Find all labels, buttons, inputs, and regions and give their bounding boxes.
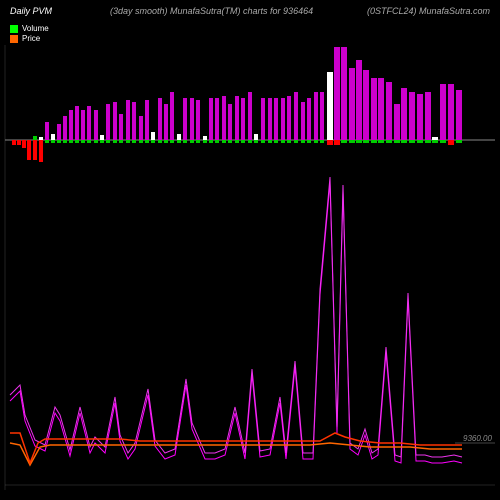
chart-header: Daily PVM (3day smooth) MunafaSutra(TM) … [0, 6, 500, 30]
chart-legend: Volume Price [10, 24, 49, 44]
legend-volume-label: Volume [22, 24, 49, 33]
title-mid: (3day smooth) MunafaSutra(TM) charts for… [110, 6, 313, 16]
legend-volume: Volume [10, 24, 49, 33]
legend-price-label: Price [22, 34, 40, 43]
title-right: (0STFCL24) MunafaSutra.com [367, 6, 490, 16]
chart-canvas: 9360.00 [0, 45, 500, 490]
volume-swatch-icon [10, 25, 18, 33]
chart-svg: 9360.00 [0, 45, 500, 490]
title-left: Daily PVM [10, 6, 52, 16]
legend-price: Price [10, 34, 49, 43]
price-swatch-icon [10, 35, 18, 43]
svg-text:9360.00: 9360.00 [463, 434, 492, 443]
